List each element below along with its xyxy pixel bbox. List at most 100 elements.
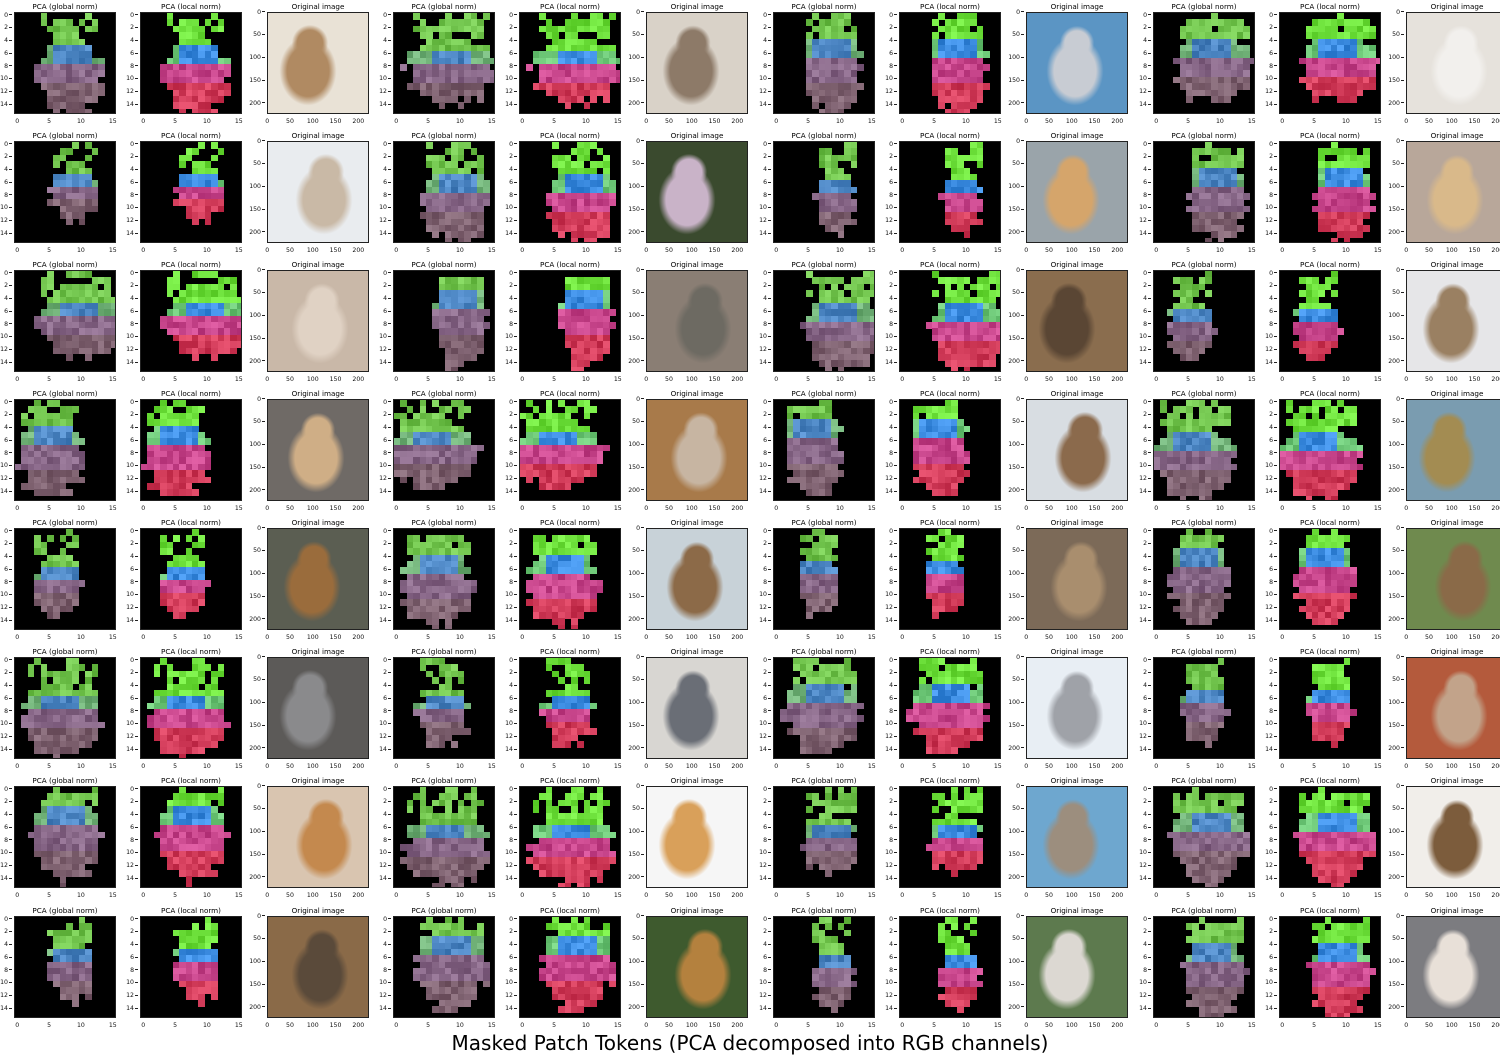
patch-cell: [539, 611, 546, 619]
cat-photo-fill: [1027, 142, 1127, 242]
patch-cell: [40, 19, 48, 27]
patch-cell: [596, 199, 604, 207]
patch-cell: [1356, 451, 1364, 458]
patch-cell: [970, 283, 977, 291]
patch-cell: [432, 95, 439, 103]
panel-title: PCA (local norm): [161, 2, 221, 11]
patch-cell: [856, 64, 864, 71]
patch-cell: [989, 360, 996, 367]
patch-cell: [951, 95, 958, 103]
patch-cell: [198, 180, 206, 187]
patch-cell: [571, 205, 578, 213]
patch-cell: [40, 419, 48, 426]
patch-cell: [583, 353, 591, 361]
patch-cell: [1205, 322, 1212, 329]
patch-cell: [1217, 70, 1225, 78]
patch-cell: [831, 193, 839, 200]
y-tick-label: 6: [1269, 437, 1277, 444]
patch-cell: [558, 624, 565, 629]
patch-cell: [551, 476, 559, 484]
y-tick-label: 0: [509, 528, 517, 535]
patch-cell: [944, 108, 952, 113]
patch-cell: [602, 25, 610, 33]
patch-cell: [551, 425, 559, 433]
patch-cell: [72, 457, 80, 465]
patch-cell: [1324, 341, 1332, 348]
patch-cell: [1173, 438, 1180, 445]
patch-cell: [1311, 463, 1319, 471]
patch-cell: [185, 70, 193, 78]
y-tick-label: 8: [383, 450, 391, 457]
patch-cell: [825, 341, 832, 348]
patch-cell: [1350, 19, 1357, 27]
x-tick-label: 10: [962, 247, 970, 254]
patch-cell: [166, 586, 174, 594]
patch-cell: [812, 560, 819, 568]
patch-cell: [445, 322, 452, 329]
patch-cell: [457, 470, 465, 477]
y-tick-label: 0: [509, 12, 517, 19]
patch-cell: [571, 419, 578, 426]
patch-cell: [970, 89, 977, 97]
patch-cell: [185, 457, 193, 465]
patch-cell: [1217, 231, 1225, 238]
patch-cell: [944, 186, 952, 194]
x-tick-label: 5: [932, 376, 937, 383]
patch-cell: [1362, 32, 1370, 39]
patch-cell: [957, 57, 965, 65]
patch-cell: [1224, 463, 1231, 471]
patch-cell: [457, 57, 465, 65]
patch-cell: [204, 193, 212, 200]
patch-cell: [1350, 199, 1357, 207]
patch-cell: [590, 25, 597, 33]
patch-cell: [602, 161, 610, 168]
patch-cell: [577, 51, 585, 58]
patch-cell: [1362, 161, 1370, 168]
patch-cell: [825, 108, 832, 113]
patch-cell: [198, 271, 206, 278]
patch-cell: [425, 438, 433, 445]
patch-cell: [970, 70, 977, 78]
patch-cell: [564, 567, 572, 574]
patch-cell: [1236, 64, 1244, 71]
patch-cell: [166, 592, 174, 600]
patch-cell: [951, 535, 958, 543]
y-tick-label: 14: [1265, 230, 1277, 237]
y-tick-label: 12: [379, 88, 391, 95]
patch-cell: [457, 25, 465, 33]
patch-cell: [160, 425, 167, 433]
y-tick-label: 50: [253, 289, 265, 296]
patch-cell: [1311, 438, 1319, 445]
patch-cell: [818, 70, 826, 78]
patch-cell: [786, 444, 794, 452]
patch-cell: [1318, 444, 1325, 452]
patch-cell: [217, 76, 225, 84]
patch-cell: [818, 605, 826, 613]
patch-cell: [831, 154, 839, 162]
patch-cell: [185, 95, 193, 103]
patch-cell: [818, 205, 826, 213]
patch-cell: [957, 186, 965, 194]
patch-cell: [166, 83, 174, 90]
patch-cell: [602, 277, 610, 285]
patch-cell: [957, 83, 965, 90]
pca-heatmap: [899, 399, 1001, 501]
patch-cell: [179, 161, 186, 168]
patch-cell: [818, 457, 826, 465]
patch-cell: [1185, 406, 1193, 414]
patch-cell: [1173, 476, 1180, 484]
patch-cell: [963, 89, 971, 97]
patch-cell: [97, 83, 105, 90]
patch-cell: [1318, 425, 1325, 433]
y-tick-label: 6: [763, 50, 771, 57]
patch-cell: [1236, 199, 1244, 207]
pca-global-panel: PCA (global norm) 0 2 4 6 8 10 12 14 0 5 10 15: [759, 129, 876, 254]
patch-cell: [1192, 180, 1199, 187]
patch-cell: [850, 32, 858, 39]
patch-cell: [66, 148, 73, 156]
patch-cell: [432, 173, 439, 181]
patch-cell: [1243, 57, 1250, 65]
patch-cell: [1324, 193, 1332, 200]
x-tick-label: 0: [1024, 118, 1029, 125]
patch-cell: [1230, 173, 1238, 181]
